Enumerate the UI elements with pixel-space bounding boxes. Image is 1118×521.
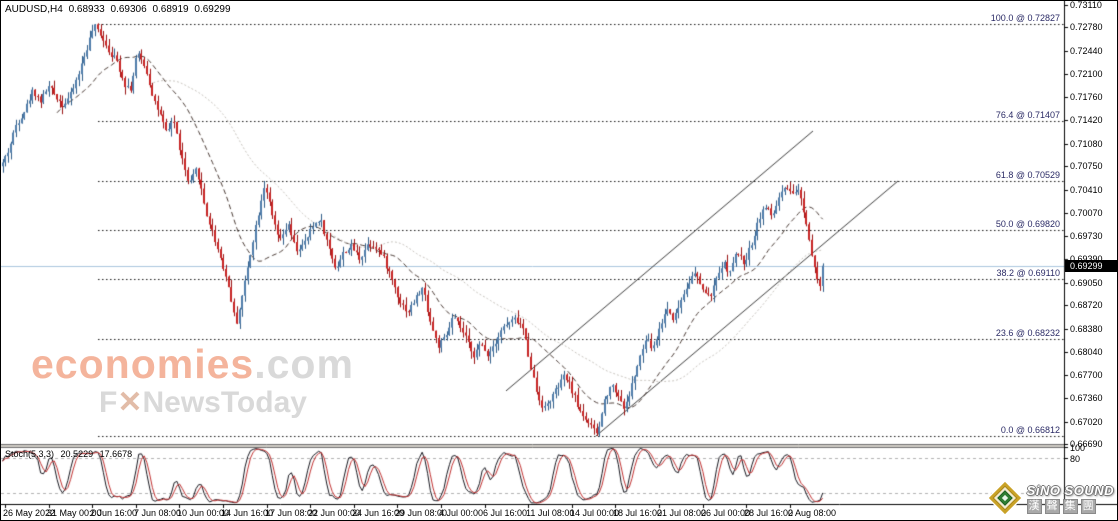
- price-tick-label: 0.67020: [1070, 417, 1103, 427]
- price-tick-label: 0.72100: [1070, 69, 1103, 79]
- stochastic-d-value: 17.6678: [99, 449, 133, 459]
- sino-sound-logo: SiNO SOUND 漢 聲 集 團: [986, 480, 1114, 516]
- price-tick-label: 0.69390: [1070, 254, 1103, 264]
- stoch-scale-100: 100: [1070, 443, 1086, 453]
- price-tick-label: 0.68720: [1070, 300, 1103, 310]
- symbol-period: AUDUSD,H4: [5, 4, 63, 15]
- time-tick-label: 22 Jun 00:00: [308, 508, 361, 518]
- price-tick-label: 0.73110: [1070, 0, 1102, 10]
- diamond-logo-icon: [986, 480, 1023, 516]
- stochastic-name: Stoch(5,3,3): [5, 449, 55, 459]
- time-tick-label: 4 Jul 00:00: [439, 508, 484, 518]
- ohlc-low: 0.68919: [152, 4, 189, 15]
- fib-level-label: 76.4 @ 0.71407: [995, 110, 1060, 120]
- time-tick-label: 26 Jul 00:00: [701, 508, 751, 518]
- time-tick-label: 18 Jul 16:00: [613, 508, 663, 518]
- chart-title: AUDUSD,H4 0.68933 0.69306 0.68919 0.6929…: [5, 4, 234, 15]
- stochastic-label: Stoch(5,3,3) 20.5229 17.6678: [5, 449, 132, 459]
- fib-level-label: 50.0 @ 0.69820: [995, 219, 1060, 229]
- fib-level-label: 38.2 @ 0.69110: [996, 268, 1060, 278]
- time-tick-label: 2 Jun 16:00: [90, 508, 138, 518]
- time-tick-label: 14 Jun 16:00: [221, 508, 274, 518]
- time-tick-label: 14 Jul 00:00: [570, 508, 620, 518]
- price-tick-label: 0.70410: [1070, 185, 1103, 195]
- current-price-tag: 0.69299: [1065, 260, 1117, 272]
- price-tick-label: 0.67360: [1070, 393, 1103, 403]
- price-tick-label: 0.71760: [1070, 92, 1103, 102]
- price-tick-label: 0.67700: [1070, 370, 1103, 380]
- fib-level-label: 23.6 @ 0.68232: [995, 328, 1060, 338]
- time-tick-label: 31 May 00:00: [47, 508, 102, 518]
- time-tick-label: 29 Jun 08:00: [395, 508, 448, 518]
- time-tick-label: 2 Aug 08:00: [788, 508, 837, 518]
- time-tick-label: 10 Jun 00:00: [177, 508, 230, 518]
- fib-level-label: 100.0 @ 0.72827: [990, 13, 1060, 23]
- price-tick-label: 0.72780: [1070, 22, 1103, 32]
- time-tick-label: 26 May 2022: [3, 508, 56, 518]
- time-tick-label: 21 Jul 08:00: [657, 508, 707, 518]
- price-tick-label: 0.68040: [1070, 347, 1103, 357]
- time-tick-label: 6 Jul 16:00: [483, 508, 528, 518]
- time-tick-label: 11 Jul 08:00: [526, 508, 575, 518]
- ohlc-high: 0.69306: [110, 4, 147, 15]
- price-tick-label: 0.72440: [1070, 46, 1103, 56]
- price-tick-label: 0.70750: [1070, 161, 1103, 171]
- time-tick-label: 7 Jun 08:00: [134, 508, 182, 518]
- logo-chinese-name: 漢 聲 集 團: [1026, 498, 1096, 514]
- stochastic-k-value: 20.5229: [60, 449, 94, 459]
- price-tick-label: 0.69050: [1070, 278, 1103, 288]
- price-tick-label: 0.69730: [1070, 231, 1103, 241]
- price-tick-label: 0.71080: [1070, 139, 1103, 149]
- stoch-scale-80: 80: [1070, 454, 1081, 464]
- price-tick-label: 0.71420: [1070, 115, 1103, 125]
- price-tick-label: 0.66690: [1070, 439, 1103, 449]
- fib-level-label: 0.0 @ 0.66812: [1000, 425, 1060, 435]
- time-tick-label: 17 Jun 08:00: [265, 508, 318, 518]
- price-tick-label: 0.68380: [1070, 324, 1103, 334]
- ohlc-open: 0.68933: [68, 4, 105, 15]
- logo-name: SiNO SOUND: [1026, 482, 1114, 498]
- price-tick-label: 0.70070: [1070, 208, 1103, 218]
- ohlc-close: 0.69299: [194, 4, 231, 15]
- fib-level-label: 61.8 @ 0.70529: [995, 170, 1060, 180]
- time-tick-label: 24 Jun 16:00: [352, 508, 405, 518]
- time-tick-label: 28 Jul 16:00: [744, 508, 794, 518]
